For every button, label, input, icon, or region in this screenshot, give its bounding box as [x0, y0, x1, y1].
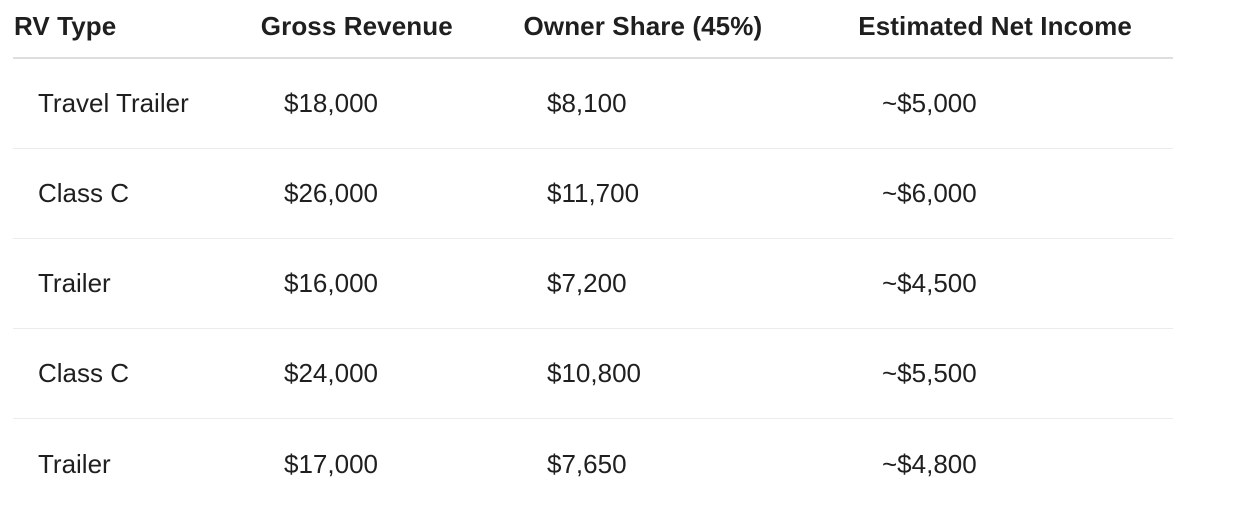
table-header-row: RV Type Gross Revenue Owner Share (45%) … — [13, 0, 1173, 59]
table-row: Class C $26,000 $11,700 ~$6,000 — [13, 149, 1173, 239]
cell-net-income: ~$5,500 — [882, 358, 977, 388]
table-row: Trailer $16,000 $7,200 ~$4,500 — [13, 239, 1173, 329]
column-header-net-income: Estimated Net Income — [858, 11, 1132, 41]
table-row: Travel Trailer $18,000 $8,100 ~$5,000 — [13, 59, 1173, 149]
cell-net-income: ~$5,000 — [882, 88, 977, 118]
cell-gross-revenue: $18,000 — [284, 88, 378, 118]
cell-rv-type: Trailer — [38, 268, 111, 298]
cell-rv-type: Travel Trailer — [38, 88, 189, 118]
cell-gross-revenue: $16,000 — [284, 268, 378, 298]
cell-net-income: ~$6,000 — [882, 178, 977, 208]
cell-owner-share: $7,650 — [547, 448, 627, 479]
table-row: Class C $24,000 $10,800 ~$5,500 — [13, 329, 1173, 419]
cell-owner-share: $7,200 — [547, 268, 627, 298]
cell-rv-type: Class C — [38, 178, 130, 208]
cell-gross-revenue: $24,000 — [284, 358, 378, 388]
column-header-gross-revenue: Gross Revenue — [260, 11, 453, 41]
cell-net-income: ~$4,500 — [882, 268, 977, 298]
rv-income-table: RV Type Gross Revenue Owner Share (45%) … — [13, 0, 1173, 509]
cell-gross-revenue: $17,000 — [284, 448, 378, 479]
column-header-rv-type: RV Type — [14, 11, 117, 41]
cell-gross-revenue: $26,000 — [284, 178, 378, 208]
cell-owner-share: $8,100 — [547, 88, 627, 118]
column-header-owner-share: Owner Share (45%) — [523, 11, 763, 41]
cell-net-income: ~$4,800 — [882, 448, 977, 479]
cell-owner-share: $10,800 — [547, 358, 641, 388]
cell-owner-share: $11,700 — [547, 178, 640, 208]
cell-rv-type: Class C — [38, 358, 130, 388]
table-row: Trailer $17,000 $7,650 ~$4,800 — [13, 419, 1173, 509]
cell-rv-type: Trailer — [38, 448, 111, 479]
